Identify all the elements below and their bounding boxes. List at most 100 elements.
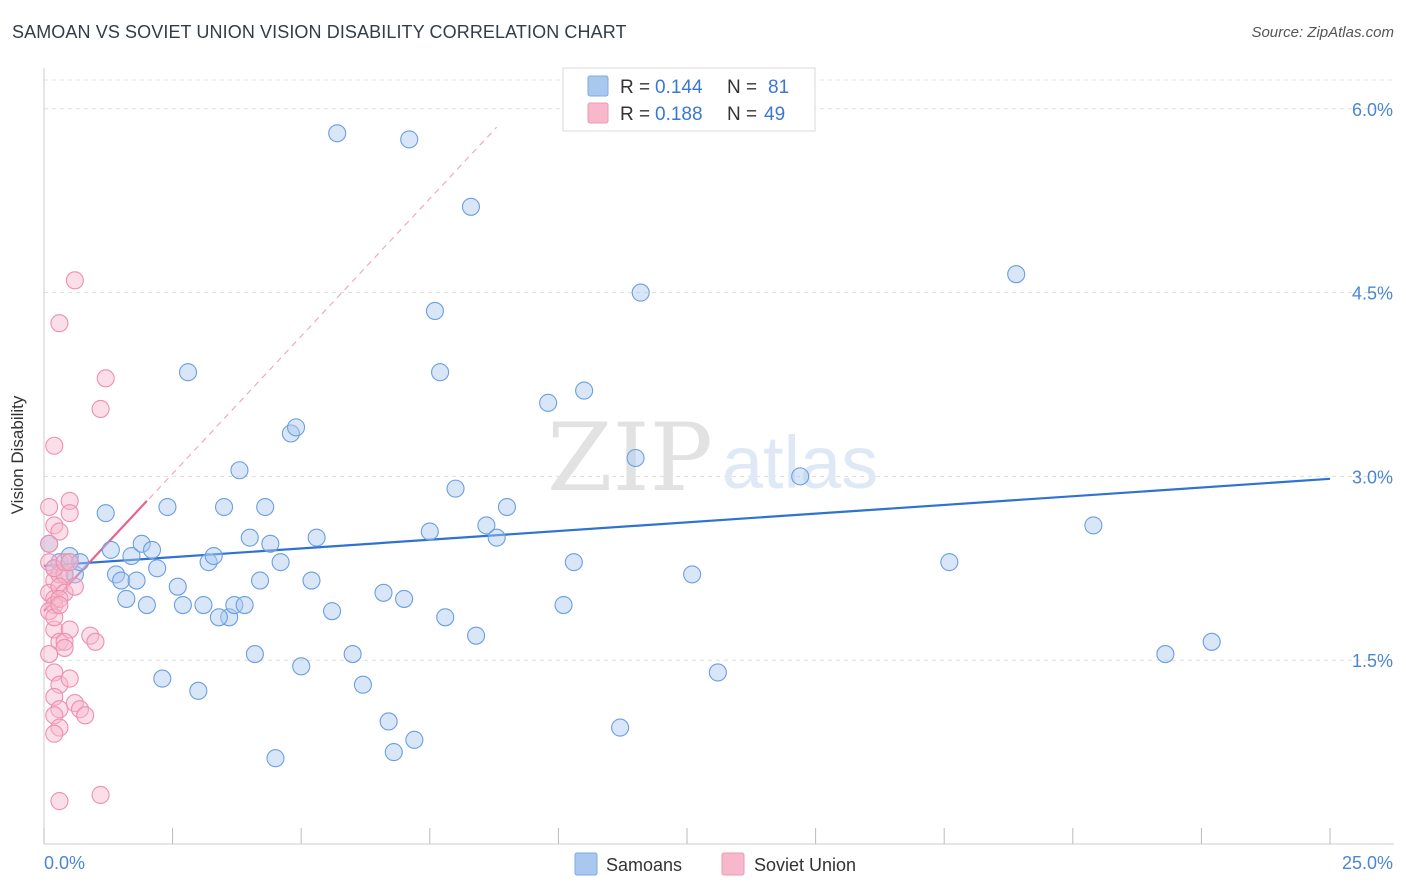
point-samoans [256, 497, 275, 517]
point-samoans [122, 546, 141, 566]
point-samoans [940, 553, 959, 572]
chart-title: SAMOAN VS SOVIET UNION VISION DISABILITY… [12, 22, 627, 42]
point-soviet-union [45, 436, 64, 455]
legend-n-label: N = [727, 77, 757, 98]
point-samoans [564, 553, 583, 572]
legend-swatch-soviet-bottom [721, 852, 745, 876]
point-samoans [240, 528, 259, 547]
point-soviet-union [96, 369, 115, 388]
point-soviet-union [60, 504, 79, 523]
point-samoans [70, 553, 90, 572]
point-samoans [153, 669, 172, 688]
point-samoans [230, 461, 249, 480]
legend-label-soviet: Soviet Union [754, 855, 856, 875]
point-soviet-union [40, 534, 59, 553]
point-soviet-union [60, 491, 79, 510]
point-samoans [132, 534, 151, 553]
point-soviet-union [45, 559, 64, 578]
point-samoans [420, 522, 439, 541]
point-samoans [400, 130, 419, 149]
watermark: ZIP atlas [547, 404, 878, 513]
y-tick-label: 1.5% [1352, 651, 1393, 671]
point-samoans [142, 540, 162, 559]
point-samoans [307, 528, 326, 547]
x-tick-label-max: 25.0% [1342, 853, 1393, 873]
point-samoans [374, 583, 393, 602]
point-samoans [189, 681, 208, 700]
point-samoans [292, 657, 311, 676]
point-soviet-union [50, 792, 69, 811]
point-samoans [225, 595, 244, 615]
point-samoans [626, 448, 645, 468]
point-samoans [112, 571, 131, 590]
point-samoans [117, 589, 136, 608]
legend-swatch-soviet [587, 102, 609, 124]
point-samoans [287, 418, 306, 437]
trend-line-samoans [43, 477, 1331, 567]
data-points [40, 124, 1221, 811]
watermark-atlas: atlas [722, 421, 878, 504]
point-samoans [204, 546, 223, 566]
point-soviet-union [91, 399, 110, 419]
point-samoans [791, 467, 810, 486]
point-samoans [343, 645, 362, 664]
point-samoans [96, 504, 115, 523]
trend-lines [43, 126, 1331, 612]
tick-labels: 1.5% 3.0% 4.5% 6.0% 0.0% 25.0% [44, 100, 1393, 873]
y-tick-label: 6.0% [1352, 100, 1393, 120]
point-soviet-union [40, 645, 59, 664]
point-samoans [101, 540, 120, 559]
x-tick-label-min: 0.0% [44, 853, 85, 873]
point-samoans [708, 663, 727, 682]
point-samoans [178, 363, 198, 382]
point-samoans [1007, 265, 1026, 284]
legend-r-value: 0.144 [655, 77, 703, 98]
legend-bottom: Samoans Soviet Union [574, 852, 856, 876]
point-samoans [379, 712, 398, 731]
point-samoans [477, 516, 496, 535]
point-samoans [245, 645, 264, 664]
point-samoans [148, 559, 167, 578]
point-soviet-union [55, 632, 74, 651]
point-samoans [446, 479, 465, 498]
point-soviet-union [45, 724, 64, 743]
point-samoans [235, 595, 254, 615]
point-samoans [431, 363, 450, 382]
legend-swatch-samoans-bottom [574, 852, 598, 876]
point-samoans [214, 497, 234, 517]
point-samoans [323, 602, 342, 621]
legend-n-value: 81 [768, 77, 789, 98]
point-samoans [127, 571, 146, 590]
point-samoans [302, 571, 321, 590]
point-samoans [611, 718, 630, 737]
point-soviet-union [65, 577, 84, 596]
legend-n-label: N = [727, 104, 757, 125]
point-soviet-union [50, 522, 69, 541]
axes [43, 68, 1394, 845]
y-tick-label: 3.0% [1352, 467, 1393, 487]
legend-label-samoans: Samoans [606, 855, 682, 875]
point-soviet-union [60, 669, 79, 688]
point-samoans [425, 301, 444, 321]
legend-r-value: 0.188 [655, 104, 703, 125]
legend-n-value: 49 [764, 104, 785, 125]
point-samoans [1202, 632, 1221, 651]
legend-r-label: R = [620, 104, 650, 125]
point-samoans [436, 608, 455, 627]
point-samoans [194, 595, 213, 615]
point-samoans [1084, 516, 1103, 535]
point-soviet-union [55, 638, 74, 657]
point-soviet-union [86, 632, 105, 651]
point-samoans [353, 675, 372, 694]
point-samoans [261, 534, 280, 553]
y-tick-label: 4.5% [1352, 284, 1393, 304]
point-samoans [266, 749, 285, 768]
point-samoans [497, 497, 517, 517]
legend-r-label: R = [620, 77, 650, 98]
gridlines [44, 79, 1394, 661]
legend-swatch-samoans [587, 75, 609, 97]
point-samoans [1156, 645, 1175, 664]
point-soviet-union [50, 589, 69, 608]
point-soviet-union [76, 706, 95, 725]
